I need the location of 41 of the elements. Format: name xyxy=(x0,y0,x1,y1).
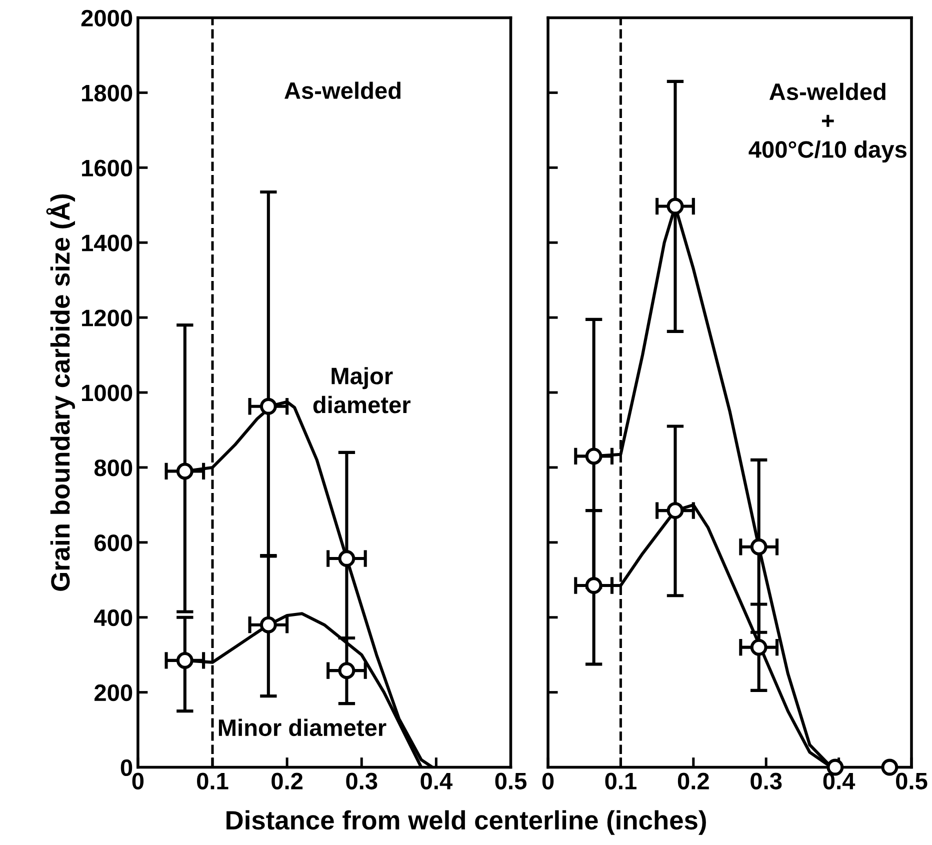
point xyxy=(585,577,602,594)
x-axis-title: Distance from weld centerline (inches) xyxy=(226,810,706,835)
y-tick-label: 800 xyxy=(94,460,132,476)
point xyxy=(176,652,194,669)
annotation: As-welded xyxy=(284,82,400,100)
x-tick-label: 0.1 xyxy=(605,772,636,790)
annotation: Major diameter xyxy=(313,367,410,414)
y-tick-label: 1000 xyxy=(82,384,132,402)
annotation: Minor diameter xyxy=(218,718,386,736)
y-tick-label: 1400 xyxy=(82,234,132,252)
y-axis-title: Grain boundary carbide size (Å) xyxy=(46,194,75,591)
x-tick-label: 0.3 xyxy=(346,772,378,790)
point xyxy=(338,662,356,680)
x-tick-label: 0.2 xyxy=(272,772,303,790)
y-tick-label: 200 xyxy=(94,684,132,702)
point xyxy=(260,616,277,634)
point xyxy=(338,550,356,567)
x-tick-label: 0.5 xyxy=(896,772,928,790)
y-tick-label: 1800 xyxy=(82,84,132,102)
x-tick-label: 0.5 xyxy=(495,772,526,790)
y-tick-label: 2000 xyxy=(81,10,132,27)
point xyxy=(666,502,684,520)
y-tick-label: 1200 xyxy=(82,310,132,326)
y-tick-label: 600 xyxy=(94,534,132,552)
x-tick-label: 0.1 xyxy=(197,772,228,790)
x-tick-label: 0 xyxy=(132,772,144,790)
x-tick-label: 0.3 xyxy=(750,772,782,790)
x-tick-label: 0 xyxy=(542,772,554,790)
point xyxy=(750,538,768,556)
point xyxy=(666,198,684,215)
point xyxy=(176,462,194,480)
y-tick-label: 400 xyxy=(94,609,132,626)
x-tick-label: 0.4 xyxy=(823,772,856,790)
annotation: As-welded + 400°C/10 days xyxy=(748,82,906,163)
x-tick-label: 0.4 xyxy=(420,772,452,790)
y-tick-label: 1600 xyxy=(82,160,132,176)
point xyxy=(585,448,602,465)
point xyxy=(750,638,768,656)
y-tick-label: 0 xyxy=(120,759,132,776)
x-tick-label: 0.2 xyxy=(678,772,709,790)
point xyxy=(260,398,277,415)
